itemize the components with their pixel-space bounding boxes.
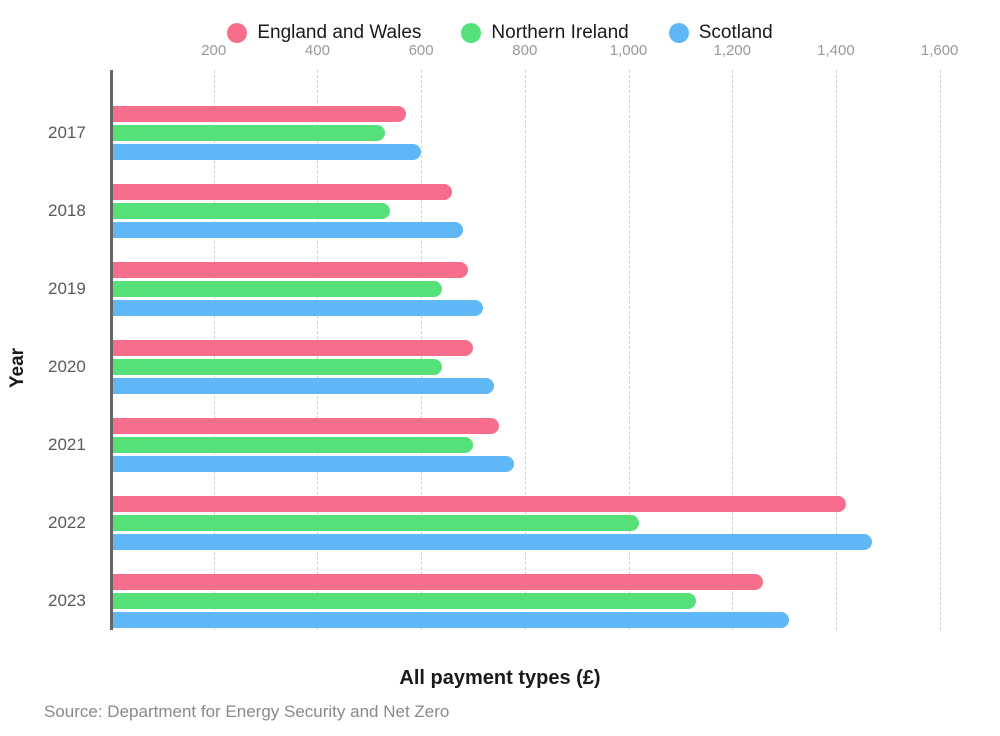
- legend-swatch: [227, 23, 247, 43]
- legend-label: England and Wales: [257, 22, 421, 44]
- bar: [110, 574, 763, 590]
- bar: [110, 418, 499, 434]
- x-tick-label: 800: [512, 42, 537, 59]
- bar: [110, 300, 483, 316]
- bar: [110, 593, 696, 609]
- y-baseline: [110, 70, 113, 630]
- legend-item: Northern Ireland: [461, 22, 628, 44]
- x-tick-label: 1,600: [921, 42, 959, 59]
- year-label: 2023: [48, 591, 86, 611]
- bar: [110, 203, 390, 219]
- legend: England and Wales Northern Ireland Scotlan…: [0, 22, 1000, 44]
- x-tick-label: 1,000: [610, 42, 648, 59]
- legend-label: Scotland: [699, 22, 773, 44]
- bar: [110, 378, 494, 394]
- year-group: 2018: [110, 184, 950, 238]
- bar: [110, 456, 514, 472]
- bar: [110, 281, 442, 297]
- x-tick-label: 200: [201, 42, 226, 59]
- x-tick-label: 400: [305, 42, 330, 59]
- bar: [110, 144, 421, 160]
- year-label: 2017: [48, 123, 86, 143]
- bar: [110, 125, 385, 141]
- year-label: 2019: [48, 279, 86, 299]
- bar: [110, 515, 639, 531]
- bar: [110, 612, 789, 628]
- bar: [110, 437, 473, 453]
- year-label: 2018: [48, 201, 86, 221]
- bar: [110, 106, 406, 122]
- year-label: 2020: [48, 357, 86, 377]
- legend-swatch: [461, 23, 481, 43]
- year-group: 2023: [110, 574, 950, 628]
- legend-item: Scotland: [669, 22, 773, 44]
- year-label: 2021: [48, 435, 86, 455]
- year-label: 2022: [48, 513, 86, 533]
- bar: [110, 262, 468, 278]
- x-tick-label: 1,200: [713, 42, 751, 59]
- legend-swatch: [669, 23, 689, 43]
- year-group: 2022: [110, 496, 950, 550]
- x-tick-label: 1,400: [817, 42, 855, 59]
- x-axis-title: All payment types (£): [399, 667, 600, 690]
- chart-container: England and Wales Northern Ireland Scotlan…: [0, 0, 1000, 736]
- bar: [110, 534, 872, 550]
- year-group: 2021: [110, 418, 950, 472]
- bar: [110, 496, 846, 512]
- legend-label: Northern Ireland: [491, 22, 628, 44]
- legend-item: England and Wales: [227, 22, 421, 44]
- bar: [110, 340, 473, 356]
- plot-area: 2004006008001,0001,2001,4001,60020172018…: [110, 70, 950, 630]
- year-group: 2020: [110, 340, 950, 394]
- source-text: Source: Department for Energy Security a…: [44, 702, 449, 722]
- bar: [110, 222, 463, 238]
- bar: [110, 184, 452, 200]
- y-axis-title: Year: [7, 348, 29, 388]
- x-tick-label: 600: [409, 42, 434, 59]
- bar: [110, 359, 442, 375]
- year-group: 2019: [110, 262, 950, 316]
- year-group: 2017: [110, 106, 950, 160]
